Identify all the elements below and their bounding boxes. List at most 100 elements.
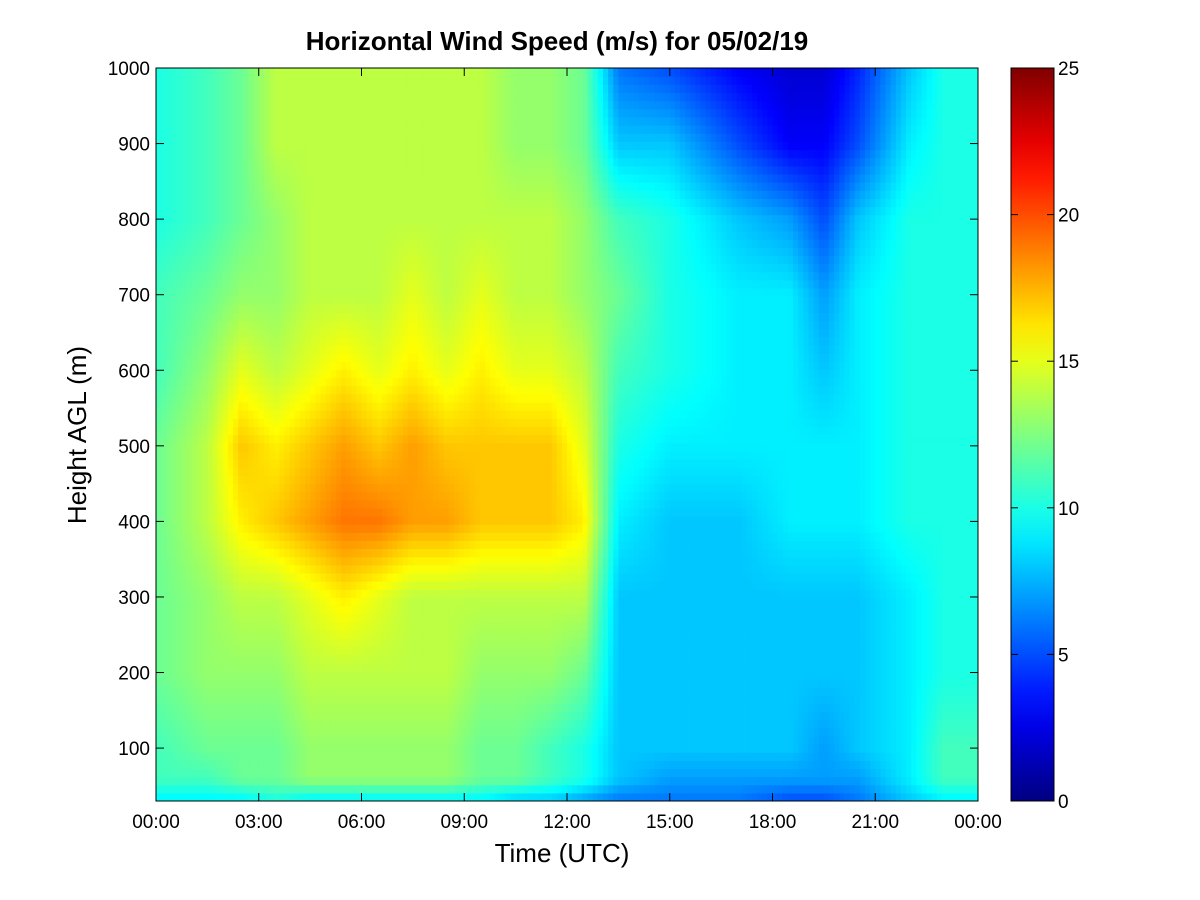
heatmap-cell	[638, 621, 645, 631]
heatmap-cell	[613, 743, 619, 753]
heatmap-cell	[962, 638, 969, 647]
heatmap-cell	[428, 581, 435, 590]
heatmap-cell	[628, 719, 635, 729]
heatmap-cell	[942, 792, 948, 801]
heatmap-cell	[551, 752, 558, 761]
heatmap-cell	[392, 629, 399, 639]
heatmap-cell	[279, 735, 286, 745]
heatmap-cell	[741, 760, 748, 770]
heatmap-cell	[957, 670, 964, 680]
heatmap-cell	[197, 727, 203, 737]
heatmap-cell	[197, 564, 203, 574]
heatmap-cell	[500, 613, 506, 623]
heatmap-cell	[253, 768, 260, 778]
heatmap-cell	[859, 589, 866, 598]
heatmap-cell	[361, 638, 368, 647]
heatmap-cell	[556, 581, 563, 590]
heatmap-cell	[510, 752, 517, 761]
heatmap-cell	[715, 784, 722, 794]
heatmap-cell	[222, 678, 229, 688]
heatmap-cell	[212, 629, 219, 639]
heatmap-cell	[859, 564, 866, 574]
heatmap-cell	[844, 735, 851, 745]
heatmap-cell	[489, 768, 496, 778]
heatmap-cell	[787, 686, 794, 696]
heatmap-cell	[762, 581, 768, 590]
heatmap-cell	[402, 564, 409, 574]
heatmap-cell	[525, 638, 532, 647]
heatmap-cell	[715, 621, 722, 631]
heatmap-cell	[623, 629, 630, 639]
heatmap-cell	[181, 752, 188, 761]
heatmap-cell	[294, 792, 301, 801]
heatmap-cell	[525, 613, 532, 623]
heatmap-cell	[253, 540, 260, 550]
heatmap-cell	[500, 752, 506, 761]
heatmap-cell	[459, 776, 465, 786]
heatmap-cell	[489, 629, 496, 639]
heatmap-cell	[212, 540, 219, 550]
heatmap-cell	[839, 597, 846, 607]
heatmap-cell	[520, 727, 527, 737]
heatmap-cell	[757, 686, 763, 696]
heatmap-cell	[166, 613, 173, 623]
heatmap-cell	[428, 735, 435, 745]
heatmap-cell	[294, 784, 301, 794]
heatmap-cell	[890, 605, 897, 615]
heatmap-cell	[561, 564, 568, 574]
heatmap-cell	[202, 548, 208, 558]
heatmap-cell	[659, 548, 666, 558]
heatmap-cell	[525, 629, 532, 639]
heatmap-cell	[839, 743, 846, 753]
heatmap-cell	[166, 752, 173, 761]
heatmap-cell	[489, 686, 496, 696]
heatmap-cell	[608, 719, 614, 729]
heatmap-cell	[813, 768, 820, 778]
heatmap-cell	[320, 548, 327, 558]
heatmap-cell	[186, 605, 193, 615]
heatmap-cell	[813, 727, 820, 737]
heatmap-cell	[900, 670, 907, 680]
heatmap-cell	[818, 678, 825, 688]
heatmap-cell	[967, 638, 974, 647]
heatmap-cell	[602, 719, 609, 729]
heatmap-cell	[726, 711, 732, 721]
heatmap-cell	[906, 605, 912, 615]
heatmap-cell	[269, 613, 275, 623]
heatmap-cell	[864, 597, 871, 607]
heatmap-cell	[962, 752, 969, 761]
heatmap-cell	[479, 654, 486, 664]
heatmap-cell	[890, 613, 897, 623]
heatmap-cell	[577, 792, 584, 801]
heatmap-cell	[248, 678, 255, 688]
heatmap-cell	[361, 662, 368, 672]
heatmap-cell	[870, 670, 876, 680]
heatmap-cell	[510, 760, 517, 770]
heatmap-cell	[459, 621, 465, 631]
heatmap-cell	[412, 654, 419, 664]
heatmap-cell	[659, 686, 666, 696]
heatmap-cell	[952, 678, 959, 688]
heatmap-cell	[556, 711, 563, 721]
heatmap-cell	[356, 572, 363, 582]
heatmap-cell	[469, 768, 476, 778]
heatmap-cell	[787, 589, 794, 598]
heatmap-cell	[628, 621, 635, 631]
heatmap-cell	[186, 621, 193, 631]
heatmap-cell	[931, 678, 938, 688]
heatmap-cell	[263, 581, 270, 590]
heatmap-cell	[238, 613, 244, 623]
heatmap-cell	[459, 695, 465, 704]
heatmap-cell	[248, 605, 255, 615]
heatmap-cell	[567, 743, 573, 753]
heatmap-cell	[330, 662, 337, 672]
heatmap-cell	[531, 776, 537, 786]
heatmap-cell	[376, 589, 383, 598]
heatmap-cell	[464, 629, 470, 639]
heatmap-cell	[674, 613, 681, 623]
heatmap-cell	[495, 752, 501, 761]
heatmap-cell	[628, 776, 635, 786]
heatmap-cell	[587, 719, 594, 729]
heatmap-cell	[284, 646, 291, 655]
heatmap-cell	[957, 695, 964, 704]
